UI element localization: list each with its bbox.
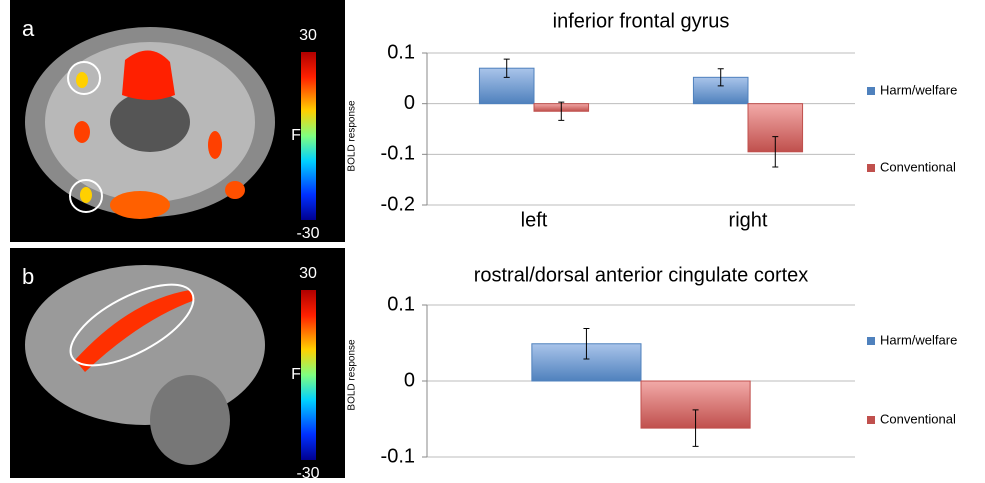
legend-swatch	[867, 416, 875, 424]
colorbar-tick: 30	[299, 265, 317, 282]
y-tick-label: -0.2	[381, 193, 415, 215]
colorbar-tick: 30	[299, 27, 317, 44]
y-tick-label: -0.1	[381, 445, 415, 467]
legend-label: Conventional	[880, 411, 956, 426]
y-tick-label: 0.1	[387, 41, 415, 63]
colorbar-label: F	[291, 366, 301, 383]
colorbar-tick: -30	[296, 225, 319, 242]
legend-swatch	[867, 337, 875, 345]
brain-sagittal	[10, 248, 345, 478]
colorbar-tick: -30	[296, 465, 319, 478]
legend-label: Conventional	[880, 159, 956, 174]
y-tick-label: 0	[404, 369, 415, 391]
colorbar-label: F	[291, 127, 301, 144]
x-tick-label: left	[521, 209, 548, 231]
x-tick-label: right	[729, 209, 768, 231]
panel-label: b	[22, 264, 34, 289]
y-tick-label: 0.1	[387, 293, 415, 315]
legend-swatch	[867, 164, 875, 172]
chart-title: rostral/dorsal anterior cingulate cortex	[474, 264, 809, 286]
chart-title: inferior frontal gyrus	[553, 10, 730, 32]
legend-label: Harm/welfare	[880, 82, 957, 97]
colorbar-axis-label: BOLD response	[347, 339, 358, 411]
legend-label: Harm/welfare	[880, 332, 957, 347]
legend-swatch	[867, 87, 875, 95]
colorbar-axis-label: BOLD response	[347, 100, 358, 172]
y-tick-label: 0	[404, 92, 415, 114]
y-tick-label: -0.1	[381, 143, 415, 165]
brain-axial	[10, 0, 345, 242]
panel-label: a	[22, 16, 35, 41]
figure: a 30 -30 F BOLD response b 30 -30 F BOLD response…	[0, 0, 985, 478]
